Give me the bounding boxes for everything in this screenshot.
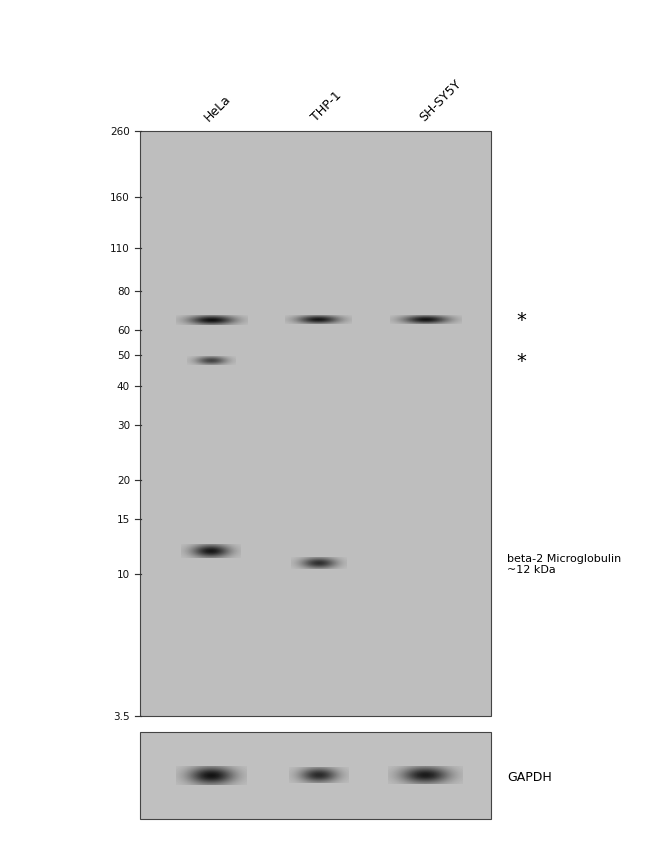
Text: beta-2 Microglobulin
~12 kDa: beta-2 Microglobulin ~12 kDa [507, 553, 621, 574]
Bar [140, 132, 491, 717]
Text: 80: 80 [117, 287, 130, 297]
Text: *: * [517, 310, 526, 330]
Text: HeLa: HeLa [202, 92, 234, 124]
Text: 10: 10 [117, 569, 130, 579]
Text: 3.5: 3.5 [113, 711, 130, 722]
Text: GAPDH: GAPDH [507, 769, 552, 783]
Bar [140, 732, 491, 819]
Text: 60: 60 [117, 326, 130, 336]
Text: 50: 50 [117, 351, 130, 361]
Text: 110: 110 [111, 244, 130, 254]
Text: 260: 260 [111, 127, 130, 137]
Text: 40: 40 [117, 381, 130, 391]
Text: 160: 160 [111, 193, 130, 203]
Text: THP-1: THP-1 [309, 89, 344, 124]
Text: 30: 30 [117, 421, 130, 430]
Text: SH-SY5Y: SH-SY5Y [417, 77, 463, 124]
Text: *: * [517, 352, 526, 371]
Text: 20: 20 [117, 475, 130, 485]
Text: 15: 15 [117, 514, 130, 524]
